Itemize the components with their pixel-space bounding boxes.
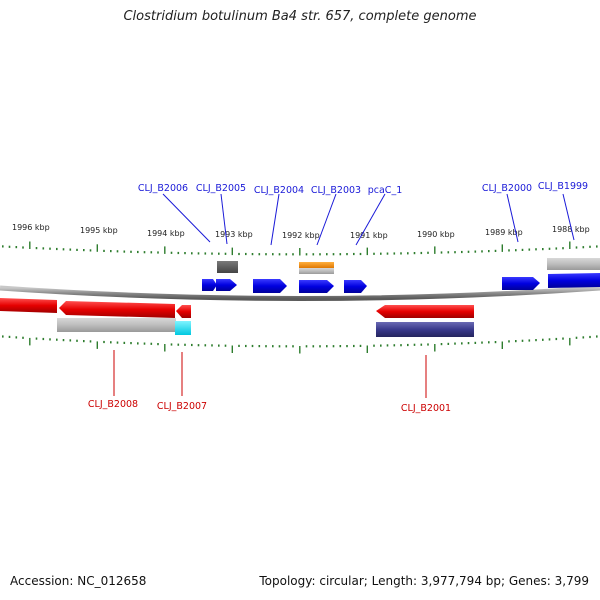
map-title: Clostridium botulinum Ba4 str. 657, comp… [123,9,477,24]
feature-navy[interactable] [376,322,474,337]
kbp-label: 1996 kbp [12,223,50,232]
gene-arrow-clj-b1999[interactable] [548,273,600,288]
gene-arrow-clj-b2003[interactable] [299,280,334,293]
gene-label-clj-b2004[interactable]: CLJ_B2004 [254,185,304,196]
kbp-label: 1992 kbp [282,231,320,240]
gene-label-clj-b1999[interactable]: CLJ_B1999 [538,181,588,192]
callout-line [316,193,337,246]
kbp-tick-marks-outer [1,241,598,256]
feature-light-gray[interactable] [57,318,176,332]
reverse-gene-labels: CLJ_B2008 CLJ_B2007 CLJ_B2001 [88,399,451,414]
callout-line [562,193,575,241]
kbp-label: 1994 kbp [147,229,185,238]
genome-backbone [0,285,600,301]
feature-light-gray[interactable] [547,258,600,270]
gene-arrow-pcac-1[interactable] [344,280,367,293]
accession-text: Accession: NC_012658 [10,574,147,588]
kbp-label: 1991 kbp [350,231,388,240]
reverse-strand-track [0,298,474,337]
gene-arrow-clj-b2005[interactable] [216,279,237,291]
feature-light-gray[interactable] [299,268,334,274]
bottom-callout-lines [113,350,427,398]
gene-label-clj-b2008[interactable]: CLJ_B2008 [88,399,138,410]
callout-line [162,193,211,243]
gene-label-clj-b2000[interactable]: CLJ_B2000 [482,183,532,194]
gene-arrow-clj-b2006[interactable] [202,279,217,291]
gene-arrow-clj-b2008[interactable] [0,298,57,313]
callout-line [270,193,280,246]
gene-arrow-clj-b2008-b[interactable] [59,301,175,318]
kbp-tick-marks-inner [1,335,598,354]
gene-arrow-clj-b2007[interactable] [176,305,191,318]
forward-strand-track [202,258,600,293]
kbp-label: 1989 kbp [485,228,523,237]
callout-line [220,193,228,245]
kbp-scale-labels: 1996 kbp 1995 kbp 1994 kbp 1993 kbp 1992… [12,223,590,240]
gene-label-clj-b2005[interactable]: CLJ_B2005 [196,183,246,194]
gene-arrow-clj-b2004[interactable] [253,279,287,293]
genome-summary-text: Topology: circular; Length: 3,977,794 bp… [259,574,589,588]
gene-label-clj-b2003[interactable]: CLJ_B2003 [311,185,361,196]
kbp-label: 1993 kbp [215,230,253,239]
feature-orange[interactable] [299,262,334,268]
forward-gene-labels: CLJ_B2006 CLJ_B2005 CLJ_B2004 CLJ_B2003 … [138,181,588,196]
gene-label-clj-b2007[interactable]: CLJ_B2007 [157,401,207,412]
gene-label-pcac-1[interactable]: pcaC_1 [368,185,403,196]
top-callout-lines [162,193,575,246]
callout-line [506,193,519,243]
callout-line [355,193,386,246]
kbp-label: 1995 kbp [80,226,118,235]
kbp-label: 1990 kbp [417,230,455,239]
feature-dark-gray[interactable] [217,261,238,273]
gene-arrow-clj-b2001[interactable] [376,305,474,318]
feature-cyan[interactable] [175,321,191,335]
kbp-label: 1988 kbp [552,225,590,234]
gene-label-clj-b2006[interactable]: CLJ_B2006 [138,183,188,194]
gene-arrow-clj-b2000[interactable] [502,277,540,290]
gene-label-clj-b2001[interactable]: CLJ_B2001 [401,403,451,414]
